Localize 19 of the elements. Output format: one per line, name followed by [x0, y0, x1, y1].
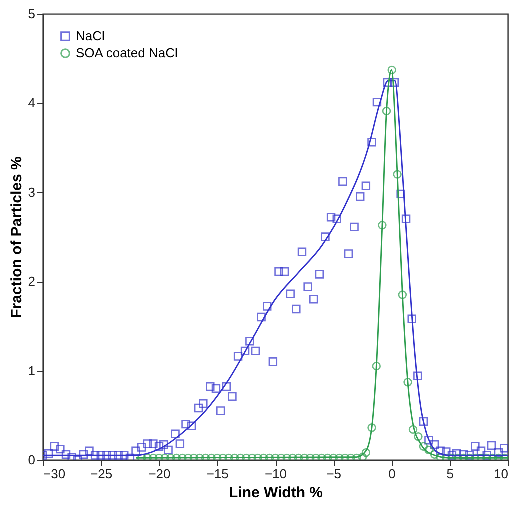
x-tick-label: −5 — [326, 466, 342, 482]
x-tick-label: −20 — [148, 466, 171, 482]
x-tick-label: 5 — [446, 466, 454, 482]
y-tick-label: 4 — [28, 96, 36, 111]
y-tick-label: 3 — [28, 184, 36, 200]
legend-label: NaCl — [76, 28, 106, 44]
y-tick-label: 5 — [28, 6, 36, 22]
legend-label: SOA coated NaCl — [76, 46, 178, 60]
y-axis-title: Fraction of Particles % — [8, 156, 26, 318]
x-tick-label: 0 — [388, 466, 396, 482]
y-tick-label: 2 — [28, 274, 36, 290]
x-tick-label: −30 — [44, 466, 66, 482]
x-axis-title: Line Width % — [228, 484, 324, 502]
x-tick-label: 10 — [494, 466, 508, 482]
x-tick-label: −10 — [264, 466, 288, 482]
x-tick-label: −15 — [206, 466, 229, 482]
y-tick-label: 0 — [28, 452, 36, 468]
x-tick-label: −25 — [90, 466, 113, 482]
y-tick-label: 1 — [28, 363, 36, 378]
